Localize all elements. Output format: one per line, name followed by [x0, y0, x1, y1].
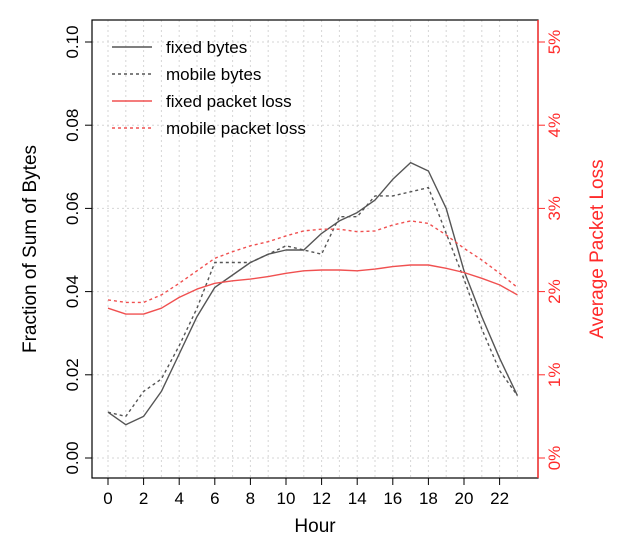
grid	[92, 20, 538, 478]
series-line-fixed-bytes	[107, 161, 519, 426]
series-line-mobile-packet-loss	[107, 220, 518, 304]
x-tick-label: 2	[139, 489, 148, 508]
y-left-tick-label: 0.06	[63, 192, 82, 225]
x-tick-label: 6	[210, 489, 219, 508]
axes: 0 2 4 6 8 10 12 14 16 18 20 22 Hour 0.00 0.02 0.04 0.06 0…	[20, 20, 608, 537]
x-tick-label: 22	[490, 489, 509, 508]
y-left-tick-label: 0.00	[63, 441, 82, 474]
legend: fixed bytes mobile bytes fixed packet loss…	[112, 38, 306, 138]
x-tick-label: 10	[277, 489, 296, 508]
legend-label: mobile bytes	[166, 65, 261, 84]
series-line-mobile-bytes	[107, 186, 518, 418]
plot-area-border	[91, 19, 539, 479]
x-tick-label: 16	[383, 489, 402, 508]
y-right-tick-label: 4%	[545, 113, 564, 138]
y-right-axis-title: Average Packet Loss	[587, 159, 608, 338]
series-line-fixed-packet-loss	[107, 264, 518, 315]
y-right-tick-label: 2%	[545, 279, 564, 304]
x-tick-label: 18	[419, 489, 438, 508]
y-right-tick-label: 0%	[545, 446, 564, 471]
y-left-tick-label: 0.08	[63, 109, 82, 142]
y-left-tick-label: 0.02	[63, 358, 82, 391]
y-right-tick-label: 5%	[545, 30, 564, 55]
series-layer	[107, 161, 519, 426]
y-left-axis-title: Fraction of Sum of Bytes	[20, 145, 41, 353]
x-tick-label: 4	[174, 489, 183, 508]
x-tick-label: 0	[103, 489, 112, 508]
x-tick-label: 20	[455, 489, 474, 508]
y-left-tick-label: 0.10	[63, 25, 82, 58]
y-right-tick-label: 1%	[545, 363, 564, 388]
x-axis-title: Hour	[294, 516, 336, 537]
x-tick-label: 14	[348, 489, 367, 508]
legend-label: mobile packet loss	[166, 119, 306, 138]
legend-label: fixed bytes	[166, 38, 247, 57]
x-tick-label: 12	[312, 489, 331, 508]
x-tick-label: 8	[246, 489, 255, 508]
legend-label: fixed packet loss	[166, 92, 292, 111]
y-right-tick-label: 3%	[545, 196, 564, 221]
y-left-tick-label: 0.04	[63, 275, 82, 308]
